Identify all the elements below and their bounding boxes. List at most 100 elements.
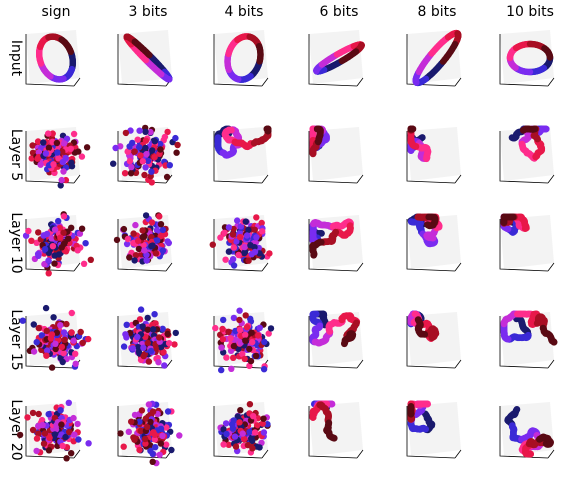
point bbox=[42, 150, 50, 157]
point bbox=[128, 163, 135, 171]
point bbox=[156, 451, 163, 458]
point bbox=[132, 252, 140, 259]
point bbox=[157, 233, 164, 240]
point bbox=[130, 230, 137, 237]
point bbox=[70, 130, 78, 138]
point bbox=[265, 330, 272, 337]
point bbox=[163, 424, 170, 431]
point bbox=[58, 421, 65, 428]
point bbox=[242, 312, 249, 319]
point bbox=[264, 421, 271, 428]
point bbox=[241, 355, 248, 363]
point bbox=[260, 415, 267, 422]
panel-2-0 bbox=[22, 211, 95, 277]
point bbox=[139, 158, 146, 165]
point bbox=[75, 436, 82, 443]
point bbox=[151, 431, 159, 438]
point bbox=[138, 407, 146, 414]
panel-axes-2-4 bbox=[406, 219, 462, 272]
point bbox=[151, 311, 158, 318]
point bbox=[55, 155, 62, 162]
panel-axes-1-2 bbox=[213, 131, 269, 184]
point bbox=[230, 342, 238, 350]
point bbox=[236, 316, 243, 324]
point bbox=[41, 246, 49, 253]
point bbox=[145, 401, 153, 408]
point bbox=[126, 158, 134, 165]
point bbox=[41, 430, 49, 437]
point bbox=[261, 338, 268, 346]
point bbox=[239, 350, 246, 358]
point bbox=[120, 443, 127, 450]
point bbox=[266, 250, 273, 257]
panel-axes-1-0 bbox=[25, 131, 81, 184]
panel-axes-0-4 bbox=[406, 34, 462, 87]
column-title-0: sign bbox=[42, 4, 71, 20]
point bbox=[80, 260, 88, 267]
point bbox=[24, 414, 31, 421]
point bbox=[35, 149, 42, 156]
panel-0-4 bbox=[406, 29, 462, 87]
column-title-1: 3 bits bbox=[129, 4, 168, 20]
point bbox=[225, 248, 233, 255]
point bbox=[330, 434, 338, 442]
point bbox=[251, 226, 258, 233]
panel-0-3 bbox=[308, 30, 365, 87]
point bbox=[247, 357, 255, 365]
point bbox=[30, 321, 37, 328]
point bbox=[67, 145, 75, 152]
point bbox=[62, 433, 69, 441]
point bbox=[49, 243, 57, 250]
panel-axes-2-5 bbox=[499, 219, 555, 272]
point bbox=[151, 154, 158, 161]
point bbox=[135, 245, 143, 253]
point bbox=[77, 328, 84, 336]
column-titles: sign 3 bits 4 bits 6 bits 8 bits 10 bits bbox=[42, 4, 554, 20]
point bbox=[141, 247, 148, 254]
point bbox=[137, 427, 144, 435]
point bbox=[126, 143, 133, 150]
point bbox=[148, 219, 156, 226]
row-title-0: Input bbox=[8, 40, 24, 77]
point bbox=[45, 130, 52, 137]
point bbox=[33, 339, 40, 346]
point bbox=[117, 430, 124, 437]
point bbox=[156, 213, 163, 220]
panel-1-2 bbox=[213, 125, 272, 184]
point bbox=[171, 341, 178, 348]
point bbox=[144, 326, 151, 333]
point bbox=[46, 434, 53, 441]
point bbox=[251, 429, 259, 436]
point bbox=[74, 420, 81, 428]
point bbox=[141, 435, 149, 443]
point bbox=[242, 218, 249, 225]
point bbox=[136, 316, 144, 323]
point bbox=[51, 260, 58, 267]
point bbox=[149, 147, 156, 154]
panel-grid bbox=[16, 29, 558, 467]
point bbox=[131, 148, 138, 155]
point bbox=[157, 146, 164, 153]
point bbox=[152, 250, 160, 257]
point bbox=[228, 365, 235, 372]
point bbox=[67, 48, 75, 55]
point bbox=[16, 431, 24, 439]
point bbox=[78, 153, 86, 160]
point bbox=[236, 419, 243, 426]
point bbox=[245, 257, 252, 264]
point bbox=[159, 325, 166, 332]
point bbox=[237, 407, 244, 414]
point bbox=[161, 362, 168, 369]
point bbox=[221, 229, 228, 236]
point bbox=[259, 420, 266, 427]
panel-0-5 bbox=[499, 30, 555, 87]
point bbox=[130, 434, 137, 441]
row-title-1: Layer 5 bbox=[8, 129, 24, 181]
point bbox=[236, 233, 244, 241]
point bbox=[33, 447, 40, 455]
point bbox=[217, 234, 224, 241]
point bbox=[260, 366, 268, 373]
point bbox=[134, 333, 141, 341]
point bbox=[227, 347, 235, 354]
